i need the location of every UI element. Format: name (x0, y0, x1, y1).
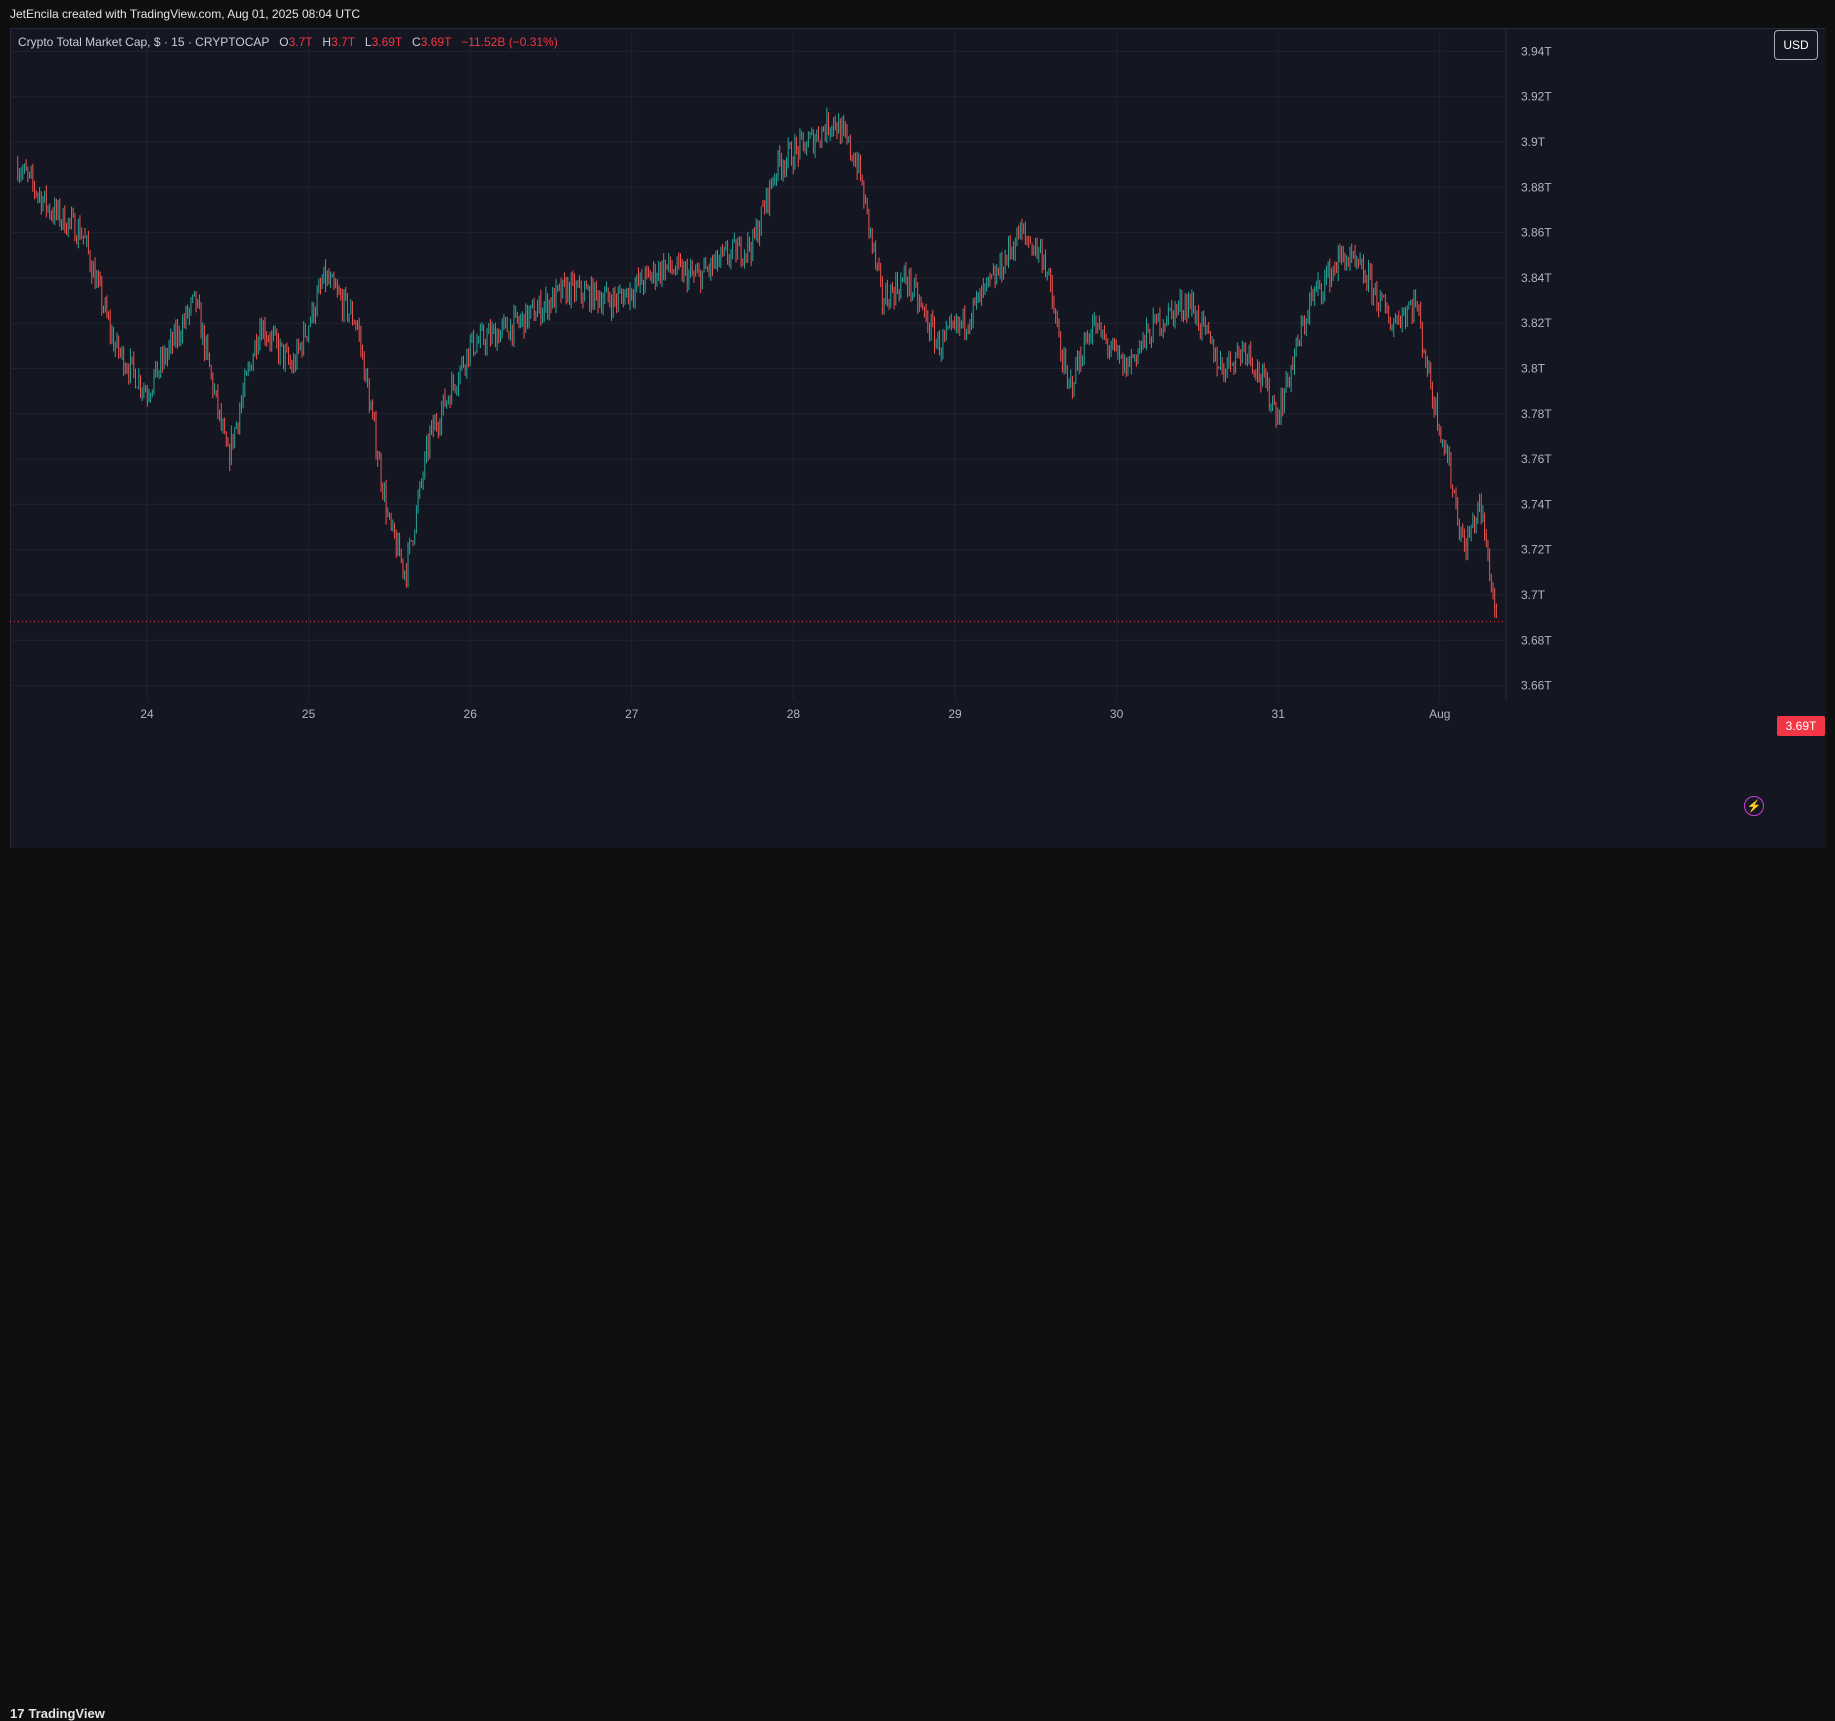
y-tick-label: 3.92T (1521, 90, 1552, 104)
price-chart[interactable]: 3.94T 3.92T 3.9T 3.88T 3.86T 3.84T 3.82T 3.8T 3.… (0, 0, 1835, 884)
y-tick-label: 3.8T (1521, 362, 1546, 376)
last-price-label: 3.69T (1777, 716, 1825, 736)
chart-credit: JetEncila created with TradingView.com, … (10, 7, 360, 21)
tradingview-logo[interactable]: 17 TradingView (10, 1706, 105, 1721)
tradingview-mark: 17 (10, 1706, 25, 1721)
open-label: O (279, 35, 289, 49)
y-tick-label: 3.7T (1521, 588, 1546, 602)
symbol-legend: Crypto Total Market Cap, $ · 15 · CRYPTO… (18, 35, 558, 49)
y-tick-label: 3.88T (1521, 180, 1552, 194)
y-tick-label: 3.72T (1521, 543, 1552, 557)
close-value: 3.69T (420, 35, 452, 49)
y-tick-label: 3.66T (1521, 679, 1552, 693)
x-tick-label: 24 (140, 707, 154, 721)
x-tick-label: Aug (1429, 707, 1450, 721)
chart-pane[interactable] (10, 28, 1826, 849)
low-label: L (364, 35, 372, 49)
lightning-bolt-icon[interactable]: ⚡ (1744, 796, 1764, 816)
y-tick-label: 3.9T (1521, 135, 1546, 149)
tradingview-brand: TradingView (28, 1706, 105, 1721)
x-tick-label: 25 (302, 707, 316, 721)
top-bar: JetEncila created with TradingView.com, … (0, 0, 1835, 28)
y-tick-label: 3.84T (1521, 271, 1552, 285)
change-value: −11.52B (−0.31%) (461, 35, 558, 49)
y-tick-label: 3.76T (1521, 452, 1552, 466)
y-tick-label: 3.82T (1521, 316, 1552, 330)
x-tick-label: 31 (1272, 707, 1286, 721)
open-value: 3.7T (288, 35, 313, 49)
y-tick-label: 3.74T (1521, 497, 1552, 511)
symbol-name[interactable]: Crypto Total Market Cap, $ · 15 · CRYPTO… (18, 35, 270, 49)
x-tick-label: 30 (1110, 707, 1124, 721)
bottom-bar: 17 TradingView (0, 848, 1835, 1721)
low-value: 3.69T (371, 35, 403, 49)
y-tick-label: 3.68T (1521, 633, 1552, 647)
high-label: H (322, 35, 332, 49)
y-tick-label: 3.78T (1521, 407, 1552, 421)
x-tick-label: 28 (787, 707, 801, 721)
x-tick-label: 26 (464, 707, 478, 721)
currency-button[interactable]: USD (1774, 30, 1818, 60)
x-tick-label: 29 (948, 707, 962, 721)
y-tick-label: 3.94T (1521, 44, 1552, 58)
x-tick-label: 27 (625, 707, 639, 721)
y-tick-label: 3.86T (1521, 226, 1552, 240)
high-value: 3.7T (331, 35, 355, 49)
close-label: C (412, 35, 421, 49)
